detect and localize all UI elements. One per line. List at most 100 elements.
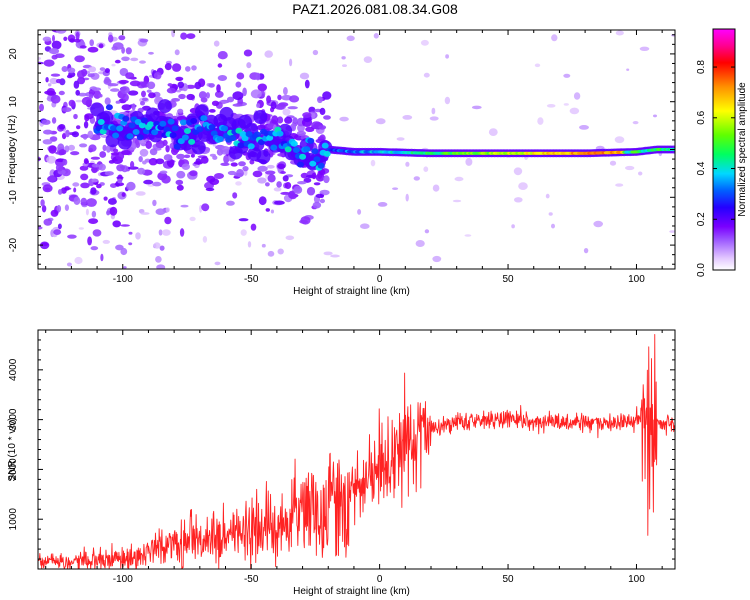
noise-speck	[180, 204, 189, 208]
scatter-blob	[82, 133, 88, 140]
scatter-blob	[205, 187, 215, 192]
noise-speck	[548, 212, 553, 216]
scatter-blob	[189, 170, 198, 177]
noise-speck	[72, 182, 80, 187]
scatter-blob	[317, 96, 323, 104]
scatter-blob	[121, 192, 126, 197]
ridge-core	[307, 137, 315, 144]
ridge-core	[253, 131, 261, 138]
scatter-blob	[177, 81, 185, 89]
noise-speck	[89, 39, 94, 47]
scatter-blob	[104, 97, 111, 105]
noise-speck	[153, 242, 161, 249]
scatter-blob	[216, 148, 224, 156]
ridge-core	[229, 134, 237, 141]
scatter-blob	[61, 107, 72, 113]
ridge-core	[313, 156, 321, 163]
scatter-blob	[257, 83, 267, 92]
noise-speck	[639, 46, 650, 51]
noise-speck	[155, 256, 162, 263]
noise-speck	[174, 49, 180, 56]
ridge-core	[167, 118, 175, 125]
snr-line	[38, 334, 675, 569]
scatter-blob	[198, 91, 207, 100]
noise-speck	[47, 83, 52, 87]
scatter-blob	[61, 22, 67, 29]
scatter-blob	[177, 108, 184, 114]
scatter-blob	[86, 198, 97, 207]
scatter-blob	[90, 187, 97, 195]
noise-speck	[545, 193, 550, 199]
scatter-blob	[112, 42, 124, 50]
scatter-blob	[122, 93, 129, 102]
ridge-core	[140, 117, 148, 124]
scatter-blob	[315, 193, 324, 198]
ridge-core	[132, 129, 140, 135]
colorbar-tick-label: 0.2	[696, 212, 707, 226]
scatter-blob	[99, 151, 107, 158]
scatter-blob	[91, 87, 102, 91]
scatter-blob	[255, 72, 261, 81]
scatter-blob	[81, 96, 93, 106]
noise-speck	[74, 256, 83, 265]
noise-speck	[669, 230, 675, 233]
noise-speck	[135, 232, 141, 240]
scatter-blob	[88, 144, 97, 152]
x-tick-label: 50	[502, 574, 514, 585]
y-tick-label: 2000	[8, 458, 19, 481]
noise-speck	[375, 118, 386, 125]
ridge-core	[311, 148, 319, 155]
scatter-blob	[68, 99, 76, 107]
y-tick-label: 20	[8, 48, 19, 60]
scatter-blob	[118, 79, 129, 84]
ridge-core	[122, 115, 130, 122]
noise-speck	[176, 89, 181, 93]
scatter-blob	[83, 158, 89, 165]
scatter-blob	[209, 178, 220, 186]
scatter-blob	[125, 72, 135, 80]
scatter-blob	[319, 189, 330, 196]
noise-speck	[405, 193, 409, 202]
noise-speck	[323, 251, 333, 256]
scatter-blob	[161, 175, 171, 184]
noise-speck	[615, 183, 624, 187]
scatter-blob	[208, 83, 215, 88]
noise-speck	[100, 253, 104, 262]
noise-speck	[38, 226, 43, 230]
scatter-blob	[84, 114, 90, 122]
scatter-blob	[232, 192, 238, 199]
ridge-core	[237, 142, 245, 149]
scatter-blob	[48, 145, 57, 154]
scatter-blob	[284, 182, 292, 189]
ridge-core	[270, 144, 278, 151]
scatter-blob	[108, 34, 114, 43]
y-tick-label: 0	[8, 146, 19, 152]
scatter-blob	[318, 168, 326, 176]
noise-speck	[46, 155, 57, 164]
ridge-core	[200, 115, 208, 122]
noise-speck	[102, 239, 111, 244]
bottom-x-axis-label: Height of straight line (km)	[293, 586, 410, 597]
noise-speck	[176, 170, 186, 179]
scatter-blob	[184, 154, 191, 159]
scatter-blob	[146, 89, 152, 93]
ridge-core	[299, 153, 307, 160]
scatter-blob	[121, 104, 132, 111]
noise-speck	[357, 209, 362, 215]
noise-speck	[214, 261, 221, 266]
scatter-blob	[230, 162, 238, 167]
noise-speck	[235, 181, 242, 186]
scatter-blob	[70, 151, 80, 156]
scatter-blob	[99, 0, 106, 2]
scatter-blob	[67, 67, 76, 74]
scatter-blob	[120, 86, 130, 95]
scatter-blob	[112, 220, 121, 228]
noise-speck	[189, 216, 196, 222]
scatter-blob	[190, 153, 195, 158]
noise-speck	[165, 207, 170, 213]
ridge-core	[266, 134, 274, 141]
ridge-core	[317, 162, 325, 169]
scatter-blob	[223, 154, 230, 164]
scatter-blob	[77, 70, 85, 79]
x-tick-label: -100	[113, 574, 133, 585]
